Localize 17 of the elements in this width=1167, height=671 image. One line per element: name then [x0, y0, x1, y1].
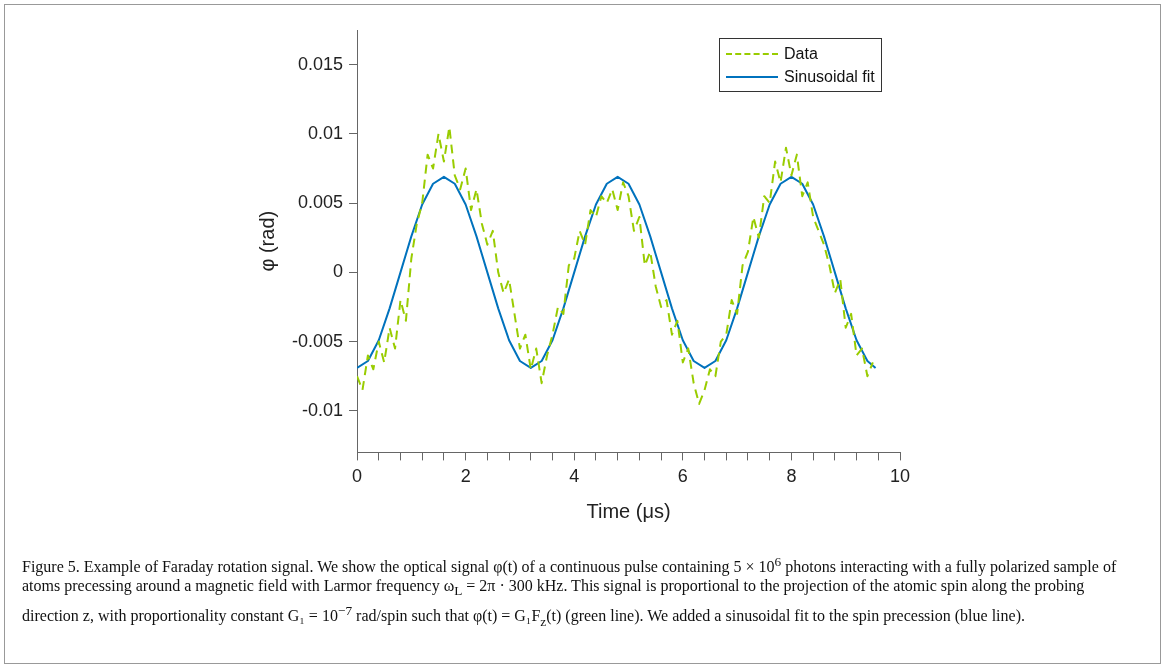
x-tick-label: 2: [460, 466, 471, 487]
x-axis-title: Time (μs): [586, 499, 671, 522]
x-tick-label: 6: [677, 466, 688, 487]
y-tick-label: 0.01: [307, 122, 344, 143]
x-tick-label: 10: [889, 466, 911, 487]
y-tick-label: 0.005: [297, 192, 344, 213]
y-tick-label: 0: [333, 261, 344, 282]
x-tick-label: 4: [569, 466, 580, 487]
y-tick-label: -0.005: [291, 330, 344, 351]
legend-label: Sinusoidal fit: [784, 67, 875, 86]
x-tick-label: 8: [786, 466, 797, 487]
x-tick-label: 0: [352, 466, 363, 487]
text: Figure 5. Example of Faraday rotation signal. We show the optical signal φ(t) of a continuous pulse containing 5 × 10$^{6}$ photons interacting with a fully polarized sample of atoms precessing around a magnetic field with Larmor frequency ω$_{L}$ = 2π · 300 kHz. This signal is proportional to the projection of the atomic spin along the probing direction z, with proportionality constant G₁ = 10$^{−7}$ rad/spin such that φ(t) = G₁F$_{z}$(t) (green line). We added a sinusoidal fit to the spin precession (blue line).: [22, 554, 1117, 629]
y-tick-label: 0.015: [297, 53, 344, 74]
y-axis-title: φ (rad): [255, 210, 278, 272]
y-tick-label: -0.01: [302, 399, 344, 420]
legend-label: Data: [784, 44, 818, 63]
